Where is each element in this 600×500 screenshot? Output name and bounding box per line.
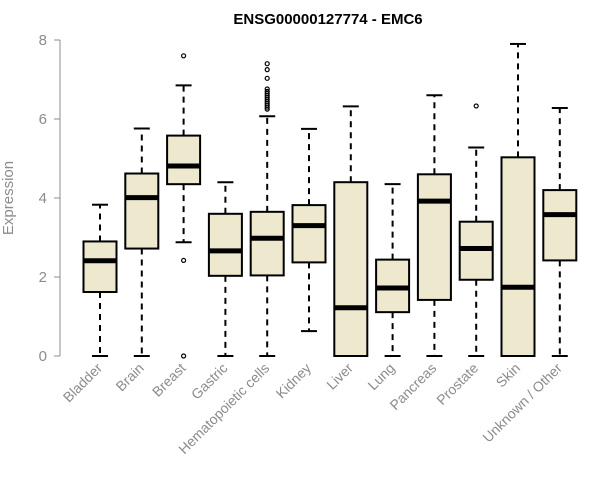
outlier-point bbox=[264, 61, 270, 67]
iqr-box bbox=[291, 204, 327, 264]
x-tick-label: Prostate bbox=[433, 360, 481, 408]
outlier-point bbox=[264, 75, 270, 81]
outlier-point bbox=[473, 103, 479, 109]
x-tick-label: Skin bbox=[493, 360, 524, 391]
iqr-box bbox=[500, 156, 536, 357]
iqr-box bbox=[542, 189, 578, 262]
y-tick-label: 6 bbox=[39, 111, 47, 128]
x-tick-label: Unknown / Other bbox=[479, 360, 565, 446]
outlier-point bbox=[264, 106, 270, 112]
y-tick-label: 8 bbox=[39, 32, 47, 49]
box-hematopoietic-cells bbox=[249, 61, 285, 357]
box-kidney bbox=[291, 127, 327, 333]
box-lung bbox=[375, 183, 411, 357]
box-prostate bbox=[458, 103, 494, 357]
outlier-point bbox=[181, 53, 187, 59]
x-tick-label: Liver bbox=[323, 360, 356, 393]
y-tick-label: 2 bbox=[39, 269, 47, 286]
box-brain bbox=[124, 127, 160, 357]
outlier-point bbox=[181, 257, 187, 264]
box-skin bbox=[500, 42, 536, 357]
y-axis: 0 2 4 6 8 bbox=[39, 32, 61, 365]
outlier-point bbox=[264, 67, 270, 73]
box-pancreas bbox=[416, 94, 452, 357]
box-liver bbox=[333, 105, 369, 357]
iqr-box bbox=[82, 240, 118, 294]
iqr-box bbox=[333, 181, 369, 357]
outlier-point bbox=[264, 104, 270, 110]
iqr-box bbox=[416, 173, 452, 301]
outlier-point bbox=[181, 353, 187, 359]
iqr-box bbox=[249, 210, 285, 277]
box-gastric bbox=[207, 181, 243, 357]
x-tick-label: Lung bbox=[364, 360, 397, 393]
boxes-group bbox=[82, 42, 578, 359]
x-tick-label: Brain bbox=[112, 360, 146, 394]
chart-title: ENSG00000127774 - EMC6 bbox=[233, 11, 422, 28]
box-unknown-other bbox=[542, 106, 578, 357]
iqr-box bbox=[207, 212, 243, 277]
y-axis-label: Expression bbox=[0, 161, 17, 235]
y-tick-label: 4 bbox=[39, 190, 47, 207]
x-tick-label: Breast bbox=[149, 360, 189, 400]
box-bladder bbox=[82, 203, 118, 357]
iqr-box bbox=[166, 134, 202, 186]
x-tick-label: Bladder bbox=[60, 360, 106, 406]
y-tick-label: 0 bbox=[39, 348, 47, 365]
iqr-box bbox=[124, 172, 160, 250]
box-breast bbox=[166, 53, 202, 359]
x-tick-label: Kidney bbox=[273, 360, 315, 402]
